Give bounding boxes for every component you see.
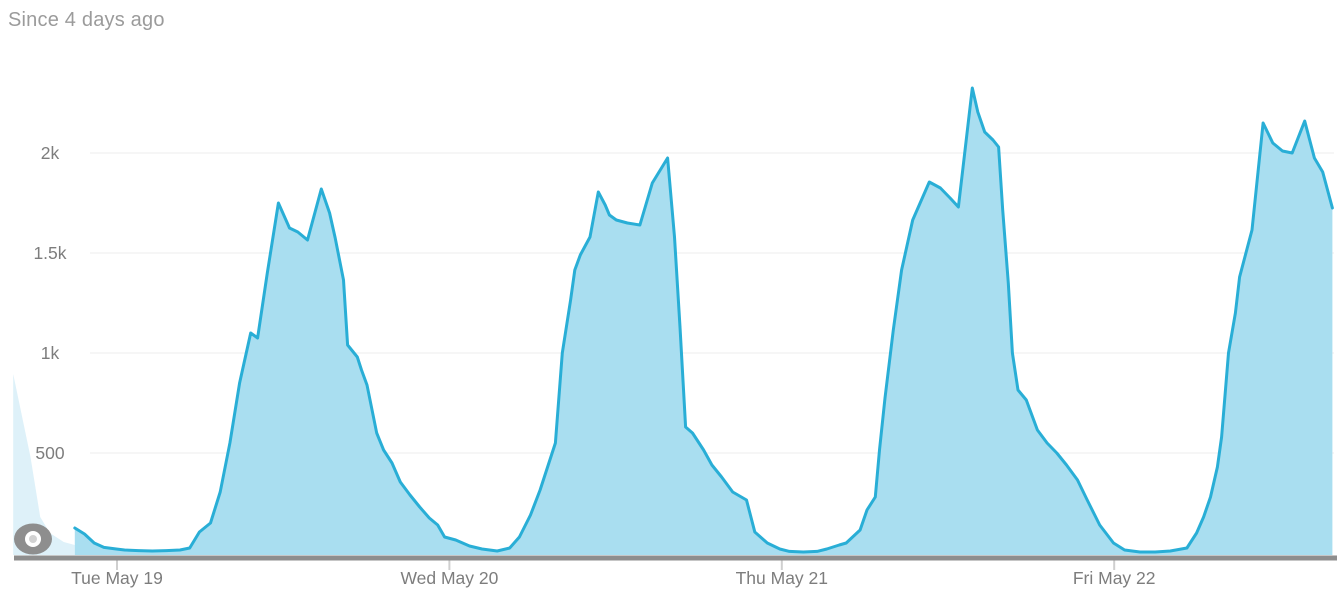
y-axis-label: 1k (41, 343, 60, 363)
ring-marker-icon (29, 535, 37, 543)
y-axis-label: 500 (35, 443, 64, 463)
x-axis-tick-label: Thu May 21 (736, 568, 828, 588)
series-area-faded (13, 374, 75, 555)
x-axis-tick-label: Fri May 22 (1073, 568, 1156, 588)
x-axis-tick-label: Wed May 20 (400, 568, 498, 588)
series-area (74, 88, 1333, 555)
series-line (73, 86, 1334, 554)
x-axis-bar (14, 555, 1337, 561)
x-axis-tick-label: Tue May 19 (71, 568, 163, 588)
y-axis-label: 1.5k (33, 243, 66, 263)
chart-title: Since 4 days ago (8, 9, 165, 31)
y-axis-label: 2k (41, 143, 60, 163)
